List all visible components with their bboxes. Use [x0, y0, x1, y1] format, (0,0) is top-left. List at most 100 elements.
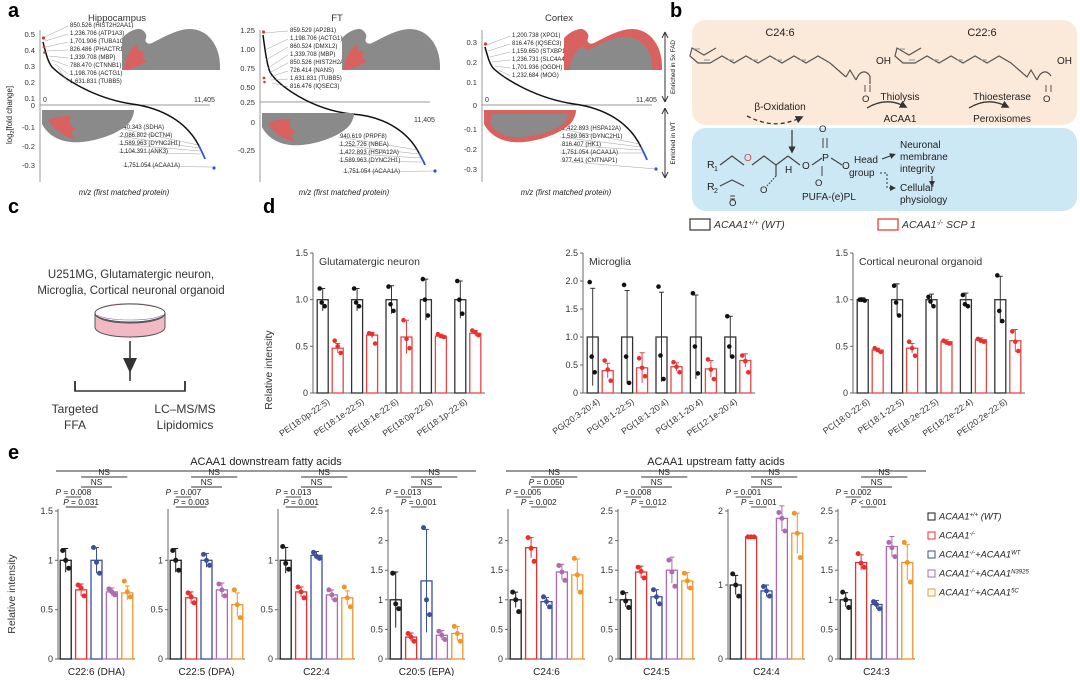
svg-text:1.25: 1.25: [240, 26, 255, 35]
svg-text:O: O: [744, 153, 752, 164]
svg-text:1,198.706 (ACTG1): 1,198.706 (ACTG1): [70, 71, 122, 77]
svg-text:826.486 (PHACTR1): 826.486 (PHACTR1): [70, 47, 125, 53]
svg-text:Neuronal: Neuronal: [900, 140, 941, 151]
svg-text:1,339.708 (MBP): 1,339.708 (MBP): [70, 55, 115, 61]
svg-text:1.5: 1.5: [370, 565, 383, 575]
svg-text:P = 0.050: P = 0.050: [529, 477, 565, 487]
svg-text:P = 0.008: P = 0.008: [616, 487, 652, 497]
svg-text:0: 0: [608, 654, 613, 664]
svg-text:NS: NS: [871, 477, 883, 487]
svg-text:C22:4: C22:4: [303, 667, 330, 676]
svg-text:NS: NS: [768, 467, 780, 477]
svg-text:NS: NS: [318, 467, 330, 477]
svg-text:Targeted: Targeted: [52, 402, 99, 416]
svg-text:0.50: 0.50: [240, 83, 255, 92]
svg-text:Enriched in 5x FAD: Enriched in 5x FAD: [670, 40, 677, 94]
svg-text:1,104.391 (ANK3): 1,104.391 (ANK3): [120, 149, 168, 155]
svg-text:-0.2: -0.2: [22, 142, 35, 151]
svg-text:m/z (first matched protein): m/z (first matched protein): [299, 188, 390, 197]
svg-text:NS: NS: [878, 467, 890, 477]
svg-text:NS: NS: [658, 467, 670, 477]
svg-text:C24:6: C24:6: [765, 27, 794, 39]
svg-text:FFA: FFA: [64, 418, 86, 432]
svg-text:2.5: 2.5: [565, 248, 578, 258]
svg-text:NS: NS: [651, 477, 663, 487]
svg-text:P = 0.003: P = 0.003: [173, 497, 209, 507]
svg-text:C22:5 (DPA): C22:5 (DPA): [179, 667, 235, 676]
svg-text:0.2: 0.2: [24, 78, 35, 87]
svg-text:2: 2: [718, 506, 723, 516]
svg-text:0: 0: [473, 101, 477, 110]
svg-text:2: 2: [608, 536, 613, 546]
svg-text:1.5: 1.5: [40, 506, 53, 516]
svg-text:1,339.708 (MBP): 1,339.708 (MBP): [290, 52, 335, 58]
svg-text:0.5: 0.5: [40, 605, 53, 615]
svg-text:11,405: 11,405: [636, 97, 657, 104]
svg-text:0: 0: [828, 654, 833, 664]
svg-text:0.2: 0.2: [466, 58, 477, 67]
svg-text:ACAA1-/-: ACAA1-/-: [938, 531, 975, 541]
svg-text:1.5: 1.5: [565, 304, 578, 314]
svg-text:940.343 (SDHA): 940.343 (SDHA): [120, 125, 164, 131]
svg-text:ACAA1-/-+ACAA1WT: ACAA1-/-+ACAA1WT: [938, 550, 1022, 560]
svg-text:0: 0: [378, 654, 383, 664]
svg-text:11,405: 11,405: [414, 117, 435, 124]
svg-text:O: O: [802, 161, 810, 172]
svg-text:P < 0.001: P < 0.001: [851, 497, 887, 507]
svg-text:859.529 (AP2B1): 859.529 (AP2B1): [290, 28, 336, 34]
svg-text:1,236.731 (SLC4A4): 1,236.731 (SLC4A4): [512, 57, 567, 63]
svg-text:P = 0.002: P = 0.002: [521, 497, 557, 507]
svg-text:PUFA-(e)PL: PUFA-(e)PL: [802, 192, 856, 203]
svg-text:m/z (first matched protein): m/z (first matched protein): [521, 188, 612, 197]
svg-text:O: O: [862, 94, 869, 105]
svg-text:0.3: 0.3: [466, 38, 477, 47]
svg-text:1.5: 1.5: [820, 565, 833, 575]
svg-text:0.5: 0.5: [24, 30, 35, 39]
svg-text:NS: NS: [311, 477, 323, 487]
svg-text:C24:6: C24:6: [533, 667, 560, 676]
svg-text:O: O: [1043, 94, 1050, 105]
svg-text:0.5: 0.5: [600, 624, 613, 634]
svg-text:P = 0.013: P = 0.013: [276, 487, 312, 497]
svg-text:1: 1: [378, 595, 383, 605]
svg-text:1: 1: [828, 595, 833, 605]
svg-text:1.5: 1.5: [600, 565, 613, 575]
svg-text:C20:5 (EPA): C20:5 (EPA): [399, 667, 454, 676]
svg-text:ACAA1-/- SCP 1: ACAA1-/- SCP 1: [901, 219, 976, 231]
svg-text:Relative intensity: Relative intensity: [263, 330, 275, 410]
svg-text:1,200.738 (XPO1): 1,200.738 (XPO1): [512, 33, 560, 39]
svg-text:2: 2: [378, 536, 383, 546]
svg-text:1: 1: [608, 595, 613, 605]
svg-text:P = 0.013: P = 0.013: [386, 487, 422, 497]
svg-text:C22:6: C22:6: [967, 27, 996, 39]
svg-text:ACAA1+/+ (WT): ACAA1+/+ (WT): [938, 512, 1001, 522]
svg-text:0: 0: [31, 101, 35, 110]
svg-text:0: 0: [573, 388, 578, 398]
svg-text:0.3: 0.3: [24, 62, 35, 71]
svg-text:ACAA1+/+ (WT): ACAA1+/+ (WT): [713, 219, 785, 231]
svg-text:NS: NS: [428, 467, 440, 477]
svg-text:1.0: 1.0: [565, 332, 578, 342]
svg-text:C24:4: C24:4: [753, 667, 780, 676]
svg-text:816.476 (IQSEC3): 816.476 (IQSEC3): [290, 84, 339, 90]
svg-text:1.5: 1.5: [835, 248, 848, 258]
svg-text:LC–MS/MS: LC–MS/MS: [154, 402, 215, 416]
svg-text:Microglia, Cortical neuronal: Microglia, Cortical neuronal organoid: [37, 285, 224, 297]
svg-text:Glutamatergic neuron: Glutamatergic neuron: [319, 256, 420, 268]
svg-text:0: 0: [158, 654, 163, 664]
svg-text:P: P: [822, 152, 829, 164]
svg-text:P = 0.002: P = 0.002: [836, 487, 872, 497]
svg-text:0: 0: [303, 388, 308, 398]
svg-text:788.470 (CTNNB1): 788.470 (CTNNB1): [70, 63, 121, 69]
svg-text:Thioesterase: Thioesterase: [973, 92, 1031, 103]
svg-text:2: 2: [498, 536, 503, 546]
svg-text:P = 0.012: P = 0.012: [631, 497, 667, 507]
svg-text:940.619 (PRPF8): 940.619 (PRPF8): [340, 134, 387, 140]
svg-text:2.5: 2.5: [820, 506, 833, 516]
svg-text:OH: OH: [876, 56, 891, 67]
svg-text:group: group: [849, 168, 875, 179]
svg-text:-0.3: -0.3: [464, 165, 477, 174]
svg-text:1,252.726 (NBEA): 1,252.726 (NBEA): [340, 142, 389, 148]
svg-text:11,405: 11,405: [194, 97, 215, 104]
svg-text:0.5: 0.5: [490, 624, 503, 634]
